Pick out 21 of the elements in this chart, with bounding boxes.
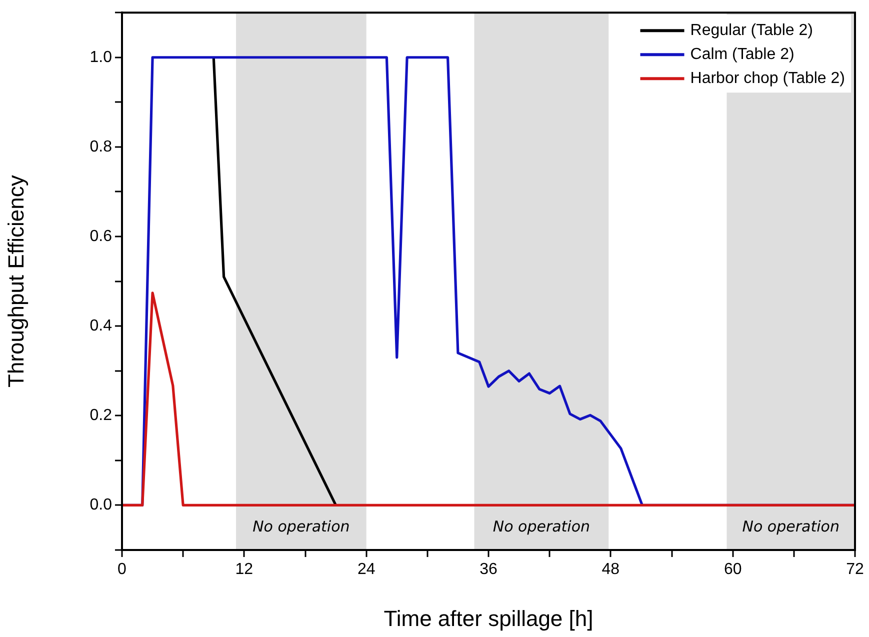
x-tick-label: 0 (118, 561, 127, 578)
y-tick-label: 0.4 (90, 317, 112, 334)
y-tick-label: 1.0 (90, 48, 112, 66)
y-axis-title: Throughput Efficiency (3, 175, 28, 388)
x-tick-label: 24 (357, 561, 376, 578)
band-label: No operation (492, 518, 590, 536)
x-tick-label: 72 (846, 561, 864, 578)
y-tick-label: 0.8 (90, 138, 112, 156)
x-tick-label: 48 (602, 561, 620, 578)
band-label: No operation (742, 518, 840, 536)
x-tick-label: 36 (480, 561, 498, 578)
x-tick-label: 60 (724, 561, 742, 578)
legend-label: Harbor chop (Table 2) (690, 70, 846, 88)
x-axis-title: Time after spillage [h] (384, 606, 594, 631)
legend-label: Regular (Table 2) (690, 22, 813, 40)
x-tick-label: 12 (235, 561, 254, 578)
legend-label: Calm (Table 2) (690, 46, 794, 64)
band-label: No operation (252, 518, 350, 536)
y-tick-label: 0.2 (90, 407, 112, 424)
y-tick-label: 0.6 (90, 228, 112, 245)
y-tick-label: 0.0 (90, 496, 112, 514)
